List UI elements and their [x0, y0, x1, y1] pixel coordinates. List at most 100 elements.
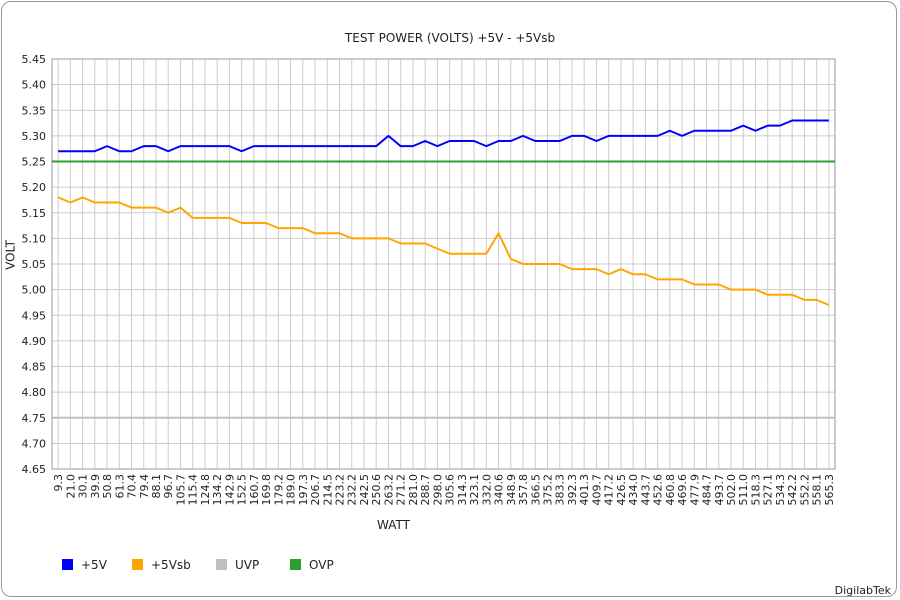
x-tick-label: 189.0 [285, 474, 298, 506]
y-tick-label: 5.00 [22, 284, 47, 297]
x-tick-label: 263.2 [382, 474, 395, 506]
legend-swatch-uvp [216, 559, 227, 570]
x-tick-label: 79.4 [138, 474, 151, 499]
x-axis-title: WATT [377, 518, 411, 532]
y-tick-label: 4.90 [22, 335, 47, 348]
y-tick-label: 5.25 [22, 156, 47, 169]
y-tick-label: 4.75 [22, 412, 47, 425]
x-tick-label: 323.1 [468, 474, 481, 506]
x-tick-label: 61.3 [113, 474, 126, 499]
x-tick-label: 502.0 [725, 474, 738, 506]
legend-swatch-5v [62, 559, 73, 570]
y-tick-label: 4.80 [22, 386, 47, 399]
x-tick-label: 443.7 [639, 474, 652, 506]
legend-label-5vsb: +5Vsb [151, 558, 191, 572]
x-tick-label: 452.6 [652, 474, 665, 506]
x-tick-label: 70.4 [126, 474, 139, 499]
x-tick-label: 206.7 [309, 474, 322, 506]
x-tick-label: 288.7 [419, 474, 432, 506]
x-tick-label: 281.0 [407, 474, 420, 506]
x-tick-label: 332.0 [480, 474, 493, 506]
x-tick-label: 271.2 [395, 474, 408, 506]
x-tick-label: 484.7 [701, 474, 714, 506]
x-tick-label: 477.9 [688, 474, 701, 506]
x-tick-label: 223.2 [334, 474, 347, 506]
y-tick-label: 4.95 [22, 309, 47, 322]
x-tick-label: 142.9 [223, 474, 236, 506]
x-tick-label: 115.4 [187, 474, 200, 506]
y-tick-label: 4.70 [22, 437, 47, 450]
x-tick-label: 21.0 [64, 474, 77, 499]
x-tick-label: 426.5 [615, 474, 628, 506]
legend-swatch-5vsb [132, 559, 143, 570]
x-tick-label: 375.2 [541, 474, 554, 506]
x-tick-label: 565.3 [823, 474, 836, 506]
y-tick-label: 5.40 [22, 79, 47, 92]
x-tick-label: 558.1 [811, 474, 824, 506]
x-tick-label: 314.3 [456, 474, 469, 506]
y-tick-label: 5.20 [22, 181, 47, 194]
x-tick-label: 340.6 [493, 474, 506, 506]
x-tick-label: 305.6 [444, 474, 457, 506]
y-tick-label: 5.15 [22, 207, 47, 220]
x-tick-label: 134.2 [211, 474, 224, 506]
x-tick-label: 417.2 [603, 474, 616, 506]
x-tick-label: 383.3 [554, 474, 567, 506]
x-tick-label: 96.7 [162, 474, 175, 499]
x-tick-label: 527.1 [762, 474, 775, 506]
x-tick-label: 366.5 [529, 474, 542, 506]
legend-item-uvp: UVP [216, 558, 259, 572]
x-tick-label: 50.8 [101, 474, 114, 499]
x-tick-label: 88.1 [150, 474, 163, 499]
x-tick-label: 232.2 [346, 474, 359, 506]
y-axis-title: VOLT [4, 239, 18, 269]
x-tick-label: 179.2 [272, 474, 285, 506]
x-tick-label: 518.3 [749, 474, 762, 506]
series-line-plus-5v [58, 119, 829, 153]
y-tick-label: 4.65 [22, 463, 47, 476]
x-tick-label: 409.7 [590, 474, 603, 506]
y-tick-label: 5.45 [22, 53, 47, 66]
chart-title: TEST POWER (VOLTS) +5V - +5Vsb [344, 31, 556, 45]
x-tick-label: 357.8 [517, 474, 530, 506]
x-tick-label: 401.3 [578, 474, 591, 506]
legend-item-ovp: OVP [290, 558, 334, 572]
legend-label-uvp: UVP [235, 558, 260, 572]
x-tick-label: 493.7 [713, 474, 726, 506]
plot-border [51, 58, 836, 470]
x-tick-label: 105.7 [174, 474, 187, 506]
x-tick-label: 348.9 [505, 474, 518, 506]
legend-swatch-ovp [290, 559, 301, 570]
legend-label-ovp: OVP [309, 558, 334, 572]
x-tick-label: 30.1 [77, 474, 90, 499]
x-tick-label: 552.2 [798, 474, 811, 506]
x-tick-label: 197.3 [297, 474, 310, 506]
legend-item-5vsb: +5Vsb [132, 558, 191, 572]
x-tick-label: 39.9 [89, 474, 102, 499]
series-line-plus-5vsb [57, 196, 830, 306]
x-tick-label: 9.3 [52, 474, 65, 492]
x-tick-label: 152.5 [236, 474, 249, 506]
credit-label: DigilabTek [834, 584, 891, 597]
x-tick-label: 250.6 [370, 474, 383, 506]
legend-item-5v: +5V [62, 558, 107, 572]
x-tick-label: 469.6 [676, 474, 689, 506]
x-tick-label: 160.7 [248, 474, 261, 506]
x-tick-label: 124.8 [199, 474, 212, 506]
y-tick-label: 5.35 [22, 104, 47, 117]
x-tick-label: 511.0 [737, 474, 750, 506]
x-tick-label: 542.2 [786, 474, 799, 506]
x-tick-label: 298.0 [431, 474, 444, 506]
x-tick-label: 534.3 [774, 474, 787, 506]
x-tick-label: 392.3 [566, 474, 579, 506]
x-tick-label: 169.8 [260, 474, 273, 506]
y-tick-label: 5.05 [22, 258, 47, 271]
y-tick-label: 5.30 [22, 130, 47, 143]
y-tick-label: 5.10 [22, 232, 47, 245]
x-tick-label: 434.0 [627, 474, 640, 506]
x-tick-label: 460.8 [664, 474, 677, 506]
y-tick-label: 4.85 [22, 361, 47, 374]
x-tick-label: 214.5 [321, 474, 334, 506]
x-tick-label: 242.5 [358, 474, 371, 506]
